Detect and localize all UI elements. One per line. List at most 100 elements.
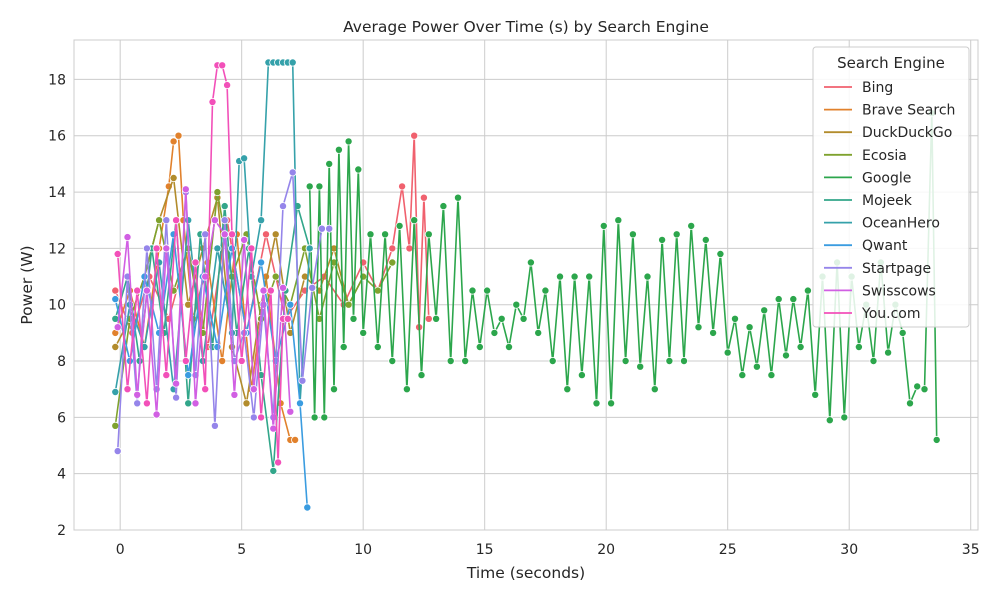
data-point-google xyxy=(344,137,353,146)
data-point-you-com xyxy=(223,81,232,90)
data-point-startpage xyxy=(298,376,307,385)
data-point-swisscows xyxy=(249,385,258,394)
data-point-swisscows xyxy=(259,286,268,295)
series-ecosia xyxy=(111,188,397,430)
data-point-ecosia xyxy=(111,421,120,430)
data-point-startpage xyxy=(220,216,229,225)
y-axis-label: Power (W) xyxy=(18,245,36,324)
legend-entry-swisscows: Swisscows xyxy=(862,283,936,299)
data-point-you-com xyxy=(208,98,217,107)
data-point-ecosia xyxy=(388,258,397,267)
data-point-google xyxy=(898,328,907,337)
legend-entry-google: Google xyxy=(862,170,911,186)
data-point-you-com xyxy=(218,61,227,70)
data-point-google xyxy=(577,371,586,380)
data-point-qwant xyxy=(303,503,312,512)
data-point-startpage xyxy=(201,230,210,239)
data-point-google xyxy=(745,323,754,332)
data-point-swisscows xyxy=(191,399,200,408)
data-point-google xyxy=(534,328,543,337)
data-point-google xyxy=(709,328,718,337)
data-point-google xyxy=(483,286,492,295)
legend-entry-qwant: Qwant xyxy=(862,238,908,254)
data-point-brave-search xyxy=(169,137,178,146)
data-point-google xyxy=(650,385,659,394)
data-point-google xyxy=(325,159,334,168)
x-tick-label: 5 xyxy=(237,542,246,558)
data-point-google xyxy=(461,356,470,365)
data-point-google xyxy=(548,356,557,365)
data-point-qwant xyxy=(295,399,304,408)
data-point-google xyxy=(767,371,776,380)
data-point-swisscows xyxy=(286,407,295,416)
data-point-google xyxy=(329,385,338,394)
x-tick-label: 20 xyxy=(597,542,615,558)
data-point-qwant xyxy=(286,300,295,309)
x-tick-label: 15 xyxy=(476,542,494,558)
data-point-google xyxy=(373,342,382,351)
x-tick-label: 10 xyxy=(354,542,372,558)
data-point-startpage xyxy=(288,168,297,177)
data-point-you-com xyxy=(247,244,256,253)
data-point-google xyxy=(789,295,798,304)
data-point-startpage xyxy=(308,283,317,292)
data-point-google xyxy=(738,371,747,380)
data-point-google xyxy=(636,362,645,371)
data-point-google xyxy=(687,221,696,230)
data-point-google xyxy=(497,314,506,323)
data-point-swisscows xyxy=(152,410,161,419)
legend-entry-mojeek: Mojeek xyxy=(862,193,913,209)
data-point-google xyxy=(519,314,528,323)
data-point-google xyxy=(504,342,513,351)
x-tick-label: 25 xyxy=(719,542,737,558)
data-point-google xyxy=(526,258,535,267)
data-point-startpage xyxy=(278,202,287,211)
data-point-brave-search xyxy=(291,435,300,444)
data-point-swisscows xyxy=(172,379,181,388)
data-point-google xyxy=(305,182,314,191)
data-point-swisscows xyxy=(181,185,190,194)
data-point-google xyxy=(512,300,521,309)
chart-title: Average Power Over Time (s) by Search En… xyxy=(343,18,709,36)
data-point-startpage xyxy=(210,421,219,430)
data-point-swisscows xyxy=(113,323,122,332)
data-point-qwant xyxy=(227,244,236,253)
data-point-google xyxy=(607,399,616,408)
series-line-you-com xyxy=(116,64,288,464)
y-tick-label: 2 xyxy=(57,523,66,539)
data-point-you-com xyxy=(283,314,292,323)
legend: Search Engine Bing Brave Search DuckDuckGo… xyxy=(812,46,970,328)
legend-entry-startpage: Startpage xyxy=(862,261,931,277)
data-point-google xyxy=(439,202,448,211)
data-point-ecosia xyxy=(373,286,382,295)
data-point-google xyxy=(920,385,929,394)
legend-box xyxy=(812,46,970,328)
y-tick-label: 18 xyxy=(48,72,66,88)
data-point-google xyxy=(811,390,820,399)
data-point-swisscows xyxy=(220,230,229,239)
data-point-startpage xyxy=(317,224,326,233)
data-point-google xyxy=(475,342,484,351)
data-point-google xyxy=(320,413,329,422)
data-point-swisscows xyxy=(133,390,142,399)
data-point-google xyxy=(453,193,462,202)
data-point-swisscows xyxy=(230,390,239,399)
data-point-google xyxy=(563,385,572,394)
data-point-startpage xyxy=(325,224,334,233)
plot-frame xyxy=(73,39,979,531)
data-point-you-com xyxy=(201,385,210,394)
data-point-you-com xyxy=(191,258,200,267)
data-point-oceanhero xyxy=(111,387,120,396)
y-tick-label: 6 xyxy=(57,410,66,426)
data-point-ecosia xyxy=(155,216,164,225)
data-point-google xyxy=(388,356,397,365)
data-point-duckduckgo xyxy=(169,173,178,182)
data-point-google xyxy=(796,342,805,351)
legend-title: Search Engine xyxy=(837,54,945,72)
series-you-com xyxy=(113,61,292,467)
data-point-duckduckgo xyxy=(271,230,280,239)
data-point-startpage xyxy=(259,300,268,309)
data-point-qwant xyxy=(257,258,266,267)
data-point-swisscows xyxy=(210,216,219,225)
legend-entry-you-com: You.com xyxy=(861,306,920,322)
